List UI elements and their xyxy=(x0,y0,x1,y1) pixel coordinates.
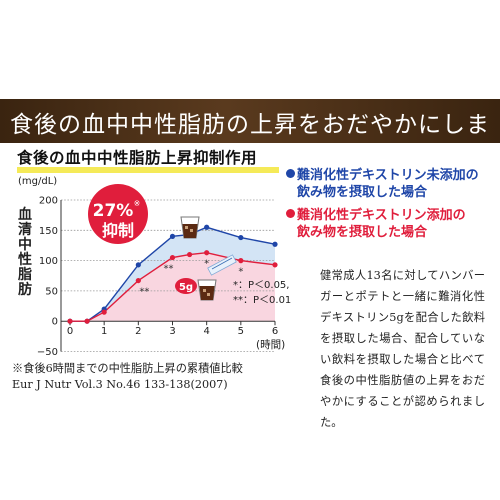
subtitle-highlight xyxy=(17,167,279,173)
x-axis-unit: (時間) xyxy=(256,339,285,351)
significance-legend-1: *：P＜0.05, xyxy=(233,280,289,291)
x-tick-label: 6 xyxy=(272,326,278,337)
y-unit-label: (mg/dL) xyxy=(18,176,57,187)
x-tick-label: 2 xyxy=(135,326,141,337)
legend-blue-dot xyxy=(286,169,295,178)
legend-red-line2: 飲み物を摂取した場合 xyxy=(297,225,428,240)
data-point-dextrin xyxy=(204,250,210,256)
headline-text: 食後の血中中性脂肪の上昇をおだやかにします。 xyxy=(10,112,490,172)
x-tick-label: 3 xyxy=(169,326,175,337)
legend-blue-line1: 難消化性デキストリン未添加の xyxy=(297,168,479,183)
footnote-2: Eur J Nutr Vol.3 No.46 133-138(2007) xyxy=(12,378,228,391)
data-point-dextrin xyxy=(169,254,176,261)
y-tick-label: 100 xyxy=(39,256,58,267)
data-point-no-dextrin xyxy=(169,233,176,239)
data-point-dextrin xyxy=(101,309,107,315)
callout-label: 抑制 xyxy=(102,221,134,240)
significance-marker: * xyxy=(204,259,209,270)
dose-label: 5g xyxy=(179,282,193,293)
legend-red-dot xyxy=(286,209,295,218)
drink-cup-icon xyxy=(180,216,200,239)
reduction-callout: 27% ※ 抑制 xyxy=(88,184,148,244)
y-tick-label: 0 xyxy=(52,317,58,328)
area-difference xyxy=(70,227,275,322)
area-dextrin xyxy=(70,252,275,322)
data-point-no-dextrin xyxy=(135,262,141,268)
x-tick-label: 5 xyxy=(238,326,244,337)
significance-legend-2: **：P＜0.01 xyxy=(233,295,291,306)
data-point-dextrin xyxy=(272,262,278,268)
headline-banner: 食後の血中中性脂肪の上昇をおだやかにします。 xyxy=(0,99,500,172)
study-description: 健常成人13名に対してハンバーガーとポテトと一緒に難消化性デキストリン5gを配合… xyxy=(320,269,485,429)
data-point-no-dextrin xyxy=(272,241,278,247)
footnote-1: ※食後6時間までの中性脂肪上昇の累積値比較 xyxy=(12,362,243,375)
x-tick-label: 0 xyxy=(67,326,73,337)
legend-blue: 難消化性デキストリン未添加の 飲み物を摂取した場合 xyxy=(286,167,479,201)
legend-blue-line2: 飲み物を摂取した場合 xyxy=(297,185,428,200)
callout-percent: 27% xyxy=(93,201,134,221)
callout-circle xyxy=(88,184,148,244)
dextrin-stick-icon xyxy=(207,254,237,276)
legend-red-line1: 難消化性デキストリン添加の xyxy=(297,208,466,223)
data-point-dextrin xyxy=(67,318,73,324)
drink-cup-dextrin-icon xyxy=(197,279,217,301)
chart-subtitle: 食後の血中中性脂肪上昇抑制作用 xyxy=(17,149,258,167)
legend-red: 難消化性デキストリン添加の 飲み物を摂取した場合 xyxy=(286,207,466,241)
x-tick-label: 1 xyxy=(101,326,107,337)
significance-marker: ** xyxy=(139,287,149,298)
data-point-no-dextrin xyxy=(238,234,244,241)
data-point-no-dextrin xyxy=(204,224,210,230)
dose-badge: 5g xyxy=(175,278,197,294)
data-point-dextrin xyxy=(84,318,90,324)
x-tick-label: 4 xyxy=(203,326,209,337)
significance-marker: ** xyxy=(164,264,174,275)
y-tick-label: 200 xyxy=(39,196,58,207)
data-point-dextrin xyxy=(186,251,193,258)
y-tick-label: 50 xyxy=(45,286,58,297)
data-point-dextrin xyxy=(135,277,141,284)
y-tick-label: 150 xyxy=(39,226,58,237)
callout-mark: ※ xyxy=(134,199,141,208)
y-axis-title: 血清中性脂肪 xyxy=(18,207,32,298)
y-tick-label: −50 xyxy=(37,347,58,358)
significance-marker: * xyxy=(238,267,243,278)
data-point-dextrin xyxy=(238,258,244,264)
